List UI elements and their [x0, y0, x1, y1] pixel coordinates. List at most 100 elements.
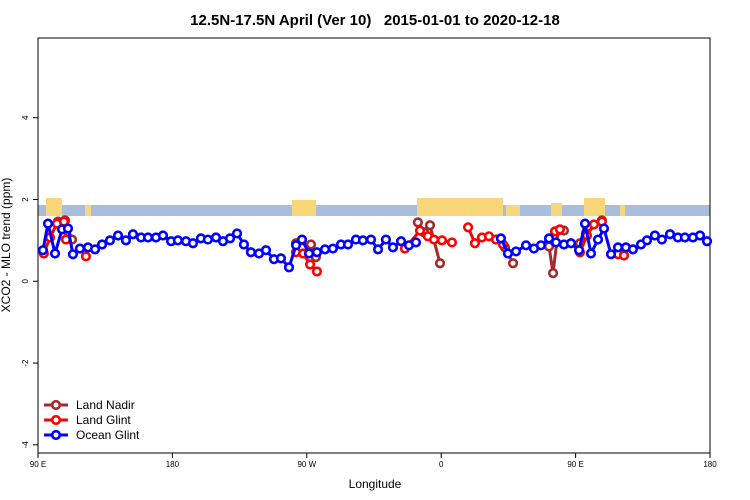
- data-point: [387, 242, 399, 253]
- data-point: [157, 230, 169, 241]
- land-patch: [551, 203, 562, 216]
- data-point: [311, 247, 323, 258]
- data-point: [550, 237, 562, 248]
- data-point: [120, 235, 132, 246]
- data-point: [627, 244, 639, 255]
- y-tick-label: 2: [21, 197, 30, 202]
- data-point: [127, 229, 139, 240]
- legend-item: Land Nadir: [44, 398, 135, 412]
- data-point: [304, 259, 316, 270]
- data-point: [694, 230, 706, 241]
- y-tick-label: -4: [21, 441, 30, 449]
- data-point: [395, 236, 407, 247]
- land-patch: [85, 205, 91, 216]
- land-patch: [417, 198, 503, 216]
- legend-swatch-marker: [50, 399, 62, 411]
- data-point: [311, 266, 323, 277]
- data-point: [357, 235, 369, 246]
- land-patch: [584, 198, 605, 216]
- data-point: [365, 234, 377, 245]
- data-point: [701, 236, 713, 247]
- data-point: [679, 232, 691, 243]
- data-point: [380, 234, 392, 245]
- data-point: [290, 240, 302, 251]
- data-point: [547, 267, 559, 279]
- data-point: [49, 248, 61, 259]
- data-point: [202, 234, 214, 245]
- legend-label: Ocean Glint: [76, 428, 140, 442]
- legend-swatch-marker: [50, 429, 62, 441]
- data-point: [424, 220, 436, 231]
- data-point: [172, 235, 184, 246]
- x-tick-label: 90 E: [30, 460, 46, 469]
- data-point: [535, 240, 547, 251]
- data-point: [296, 234, 308, 245]
- data-point: [245, 247, 257, 258]
- data-point: [495, 233, 507, 244]
- data-point: [592, 234, 604, 245]
- data-point: [446, 237, 458, 248]
- data-point: [520, 240, 532, 251]
- x-axis-label: Longitude: [349, 477, 402, 491]
- data-point: [436, 235, 448, 246]
- data-point: [96, 239, 108, 250]
- data-point: [104, 235, 116, 246]
- plot-frame: [37, 37, 711, 454]
- surface-strip: [38, 198, 710, 216]
- data-point: [283, 262, 295, 273]
- data-point: [238, 239, 250, 250]
- ocean-band: [38, 205, 710, 216]
- data-point: [112, 230, 124, 241]
- data-point: [89, 244, 101, 255]
- data-point: [410, 237, 422, 248]
- data-point: [67, 249, 79, 260]
- data-point: [414, 225, 426, 236]
- y-tick-label: -2: [21, 359, 30, 367]
- legend-item: Land Glint: [44, 413, 131, 427]
- data-point: [80, 251, 92, 262]
- land-patch: [620, 205, 625, 216]
- data-point: [585, 248, 597, 259]
- legend-label: Land Glint: [76, 413, 131, 427]
- data-point: [462, 222, 474, 233]
- data-point: [618, 250, 630, 261]
- x-tick-label: 90 W: [297, 460, 316, 469]
- data-point: [187, 238, 199, 249]
- x-tick-label: 90 E: [567, 460, 583, 469]
- legend-item: Ocean Glint: [44, 428, 140, 442]
- data-point: [327, 243, 339, 254]
- data-point: [275, 253, 287, 264]
- x-tick-label: 0: [439, 460, 444, 469]
- data-point: [231, 228, 243, 239]
- land-patch: [292, 200, 316, 216]
- data-point: [303, 248, 315, 259]
- data-point: [507, 258, 519, 269]
- y-tick-label: 4: [21, 115, 30, 120]
- data-point: [434, 258, 446, 269]
- data-point: [605, 249, 617, 260]
- data-point: [74, 243, 86, 254]
- data-point: [412, 217, 424, 228]
- data-point: [649, 230, 660, 241]
- data-point: [664, 229, 676, 240]
- data-point: [565, 238, 577, 249]
- data-point: [342, 239, 354, 250]
- data-point: [573, 245, 585, 256]
- legend-swatch-marker: [50, 414, 62, 426]
- data-point: [62, 223, 74, 234]
- data-point: [502, 248, 514, 259]
- x-tick-label: 180: [166, 460, 180, 469]
- data-point: [543, 233, 555, 244]
- data-point: [656, 234, 668, 245]
- data-point: [37, 245, 49, 256]
- data-point: [554, 224, 566, 235]
- y-axis-label: XCO2 - MLO trend (ppm): [0, 178, 13, 313]
- data-point: [579, 218, 591, 229]
- data-point: [598, 223, 610, 234]
- data-point: [612, 242, 624, 253]
- data-point: [588, 219, 600, 230]
- land-patch: [46, 198, 62, 216]
- x-tick-label: 180: [703, 460, 717, 469]
